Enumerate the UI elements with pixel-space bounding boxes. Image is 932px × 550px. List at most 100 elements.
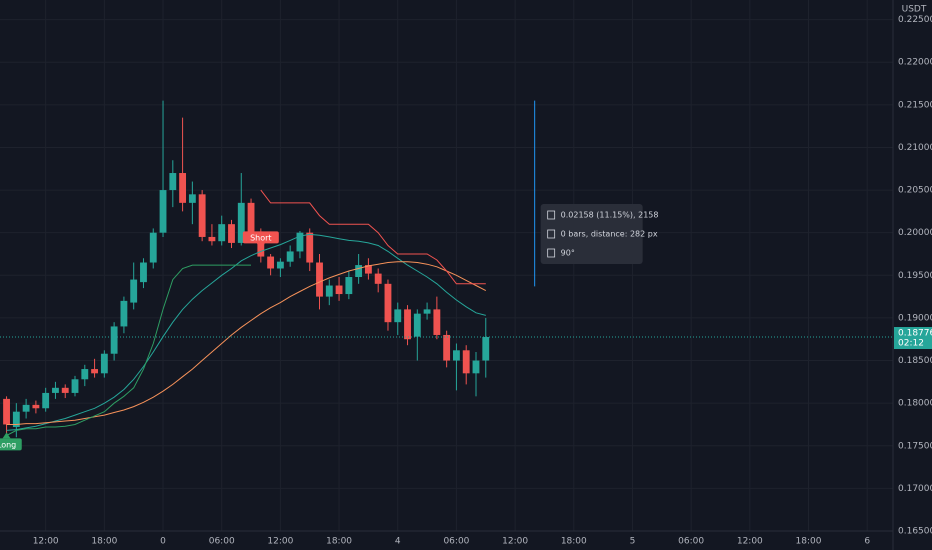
signal-label: Long [0,440,16,449]
x-tick-label: 6 [864,537,870,547]
x-tick-label: 12:00 [502,537,528,547]
signal-pointer [256,243,265,250]
candle-body [423,309,431,314]
candle-body [364,265,372,274]
y-tick-label: 0.16500 [898,527,932,537]
candle-body [3,398,10,425]
x-tick-label: 06:00 [678,537,704,547]
plot [3,100,490,438]
indicator-line [6,264,251,436]
candle-body [247,202,255,233]
measure-text: 0 bars, distance: 282 px [561,230,658,239]
candle-body [237,202,245,243]
signal-label: Short [250,233,271,242]
candle-body [188,194,196,203]
candle-body [443,334,451,361]
y-tick-label: 0.21000 [898,143,932,153]
candle-body [52,387,59,393]
unit-label: USDT [902,5,927,15]
price-countdown: 02:12 [898,339,924,349]
axes: 0.16500 0.17000 0.17500 0.18000 0.18500 0.190… [33,15,932,546]
x-tick-label: 12:00 [33,537,59,547]
y-tick-label: 0.21500 [898,100,932,110]
y-tick-label: 0.20000 [898,228,932,238]
candle-body [42,392,50,409]
candle-body [345,277,353,295]
measure-icon [547,210,556,220]
candle-body [61,387,69,393]
x-tick-label: 18:00 [91,537,117,547]
candle-body [12,411,20,428]
candle-body [462,350,470,374]
candle-body [306,232,314,263]
candle-body [100,353,108,374]
candle-body [384,283,392,323]
candle-body [296,232,304,252]
candle-body [325,285,333,297]
candle-body [81,369,89,380]
candle-body [276,261,284,269]
candle-body [286,251,294,262]
candle-body [149,232,157,263]
candle-body [32,404,40,409]
x-tick-label: 18:00 [561,537,587,547]
candle-body [110,326,118,354]
x-tick-label: 06:00 [443,537,469,547]
price-label-box [894,327,932,350]
candle-body [169,173,177,191]
candle-body [218,224,226,242]
candle-body [91,369,98,374]
y-tick-label: 0.20500 [898,186,932,196]
x-tick-label: 18:00 [796,537,822,547]
y-tick-label: 0.17000 [898,484,932,494]
candle-body [159,190,167,233]
x-tick-label: 4 [395,537,401,547]
x-tick-label: 5 [630,537,636,547]
candle-body [316,262,323,297]
candle-body [453,350,460,361]
candle-body [404,309,411,340]
candle-body [267,256,275,269]
indicator-line [6,261,487,425]
candle-body [394,309,402,323]
candle-body [120,300,128,327]
indicator-line [6,233,486,431]
candle-body [22,404,30,412]
y-tick-label: 0.22000 [898,58,932,68]
candle-body [228,224,235,243]
measure-icon [547,248,556,258]
grid [0,0,893,532]
x-tick-label: 18:00 [326,537,352,547]
signal-box [0,438,22,451]
candle-body [433,309,441,335]
measure-text: 90° [561,249,575,258]
candle-body [355,265,363,278]
signal-pointer [2,432,11,439]
candle-body [130,279,138,303]
x-tick-label: 12:00 [737,537,763,547]
candle-body [374,273,382,284]
candle-body [198,194,206,237]
x-tick-label: 12:00 [267,537,293,547]
y-tick-label: 0.18000 [898,399,932,409]
candle-body [208,236,216,242]
candle-body [413,313,421,337]
y-tick-label: 0.17500 [898,441,932,451]
indicator-line [260,189,486,285]
x-tick-label: 06:00 [209,537,235,547]
candle-body [482,337,490,361]
y-tick-label: 0.19500 [898,271,932,281]
y-tick-label: 0.18500 [898,356,932,366]
measure-tooltip [540,204,643,264]
candle-body [335,285,343,295]
y-tick-label: 0.22500 [898,15,932,25]
candle-body [179,173,187,203]
y-tick-label: 0.19000 [898,313,932,323]
measure-text: 0.02158 (11.15%), 2158 [561,211,659,220]
candle-body [140,262,147,283]
candle-body [71,379,79,393]
candle-body [472,360,480,374]
price-label: 0.18776 [898,329,932,339]
